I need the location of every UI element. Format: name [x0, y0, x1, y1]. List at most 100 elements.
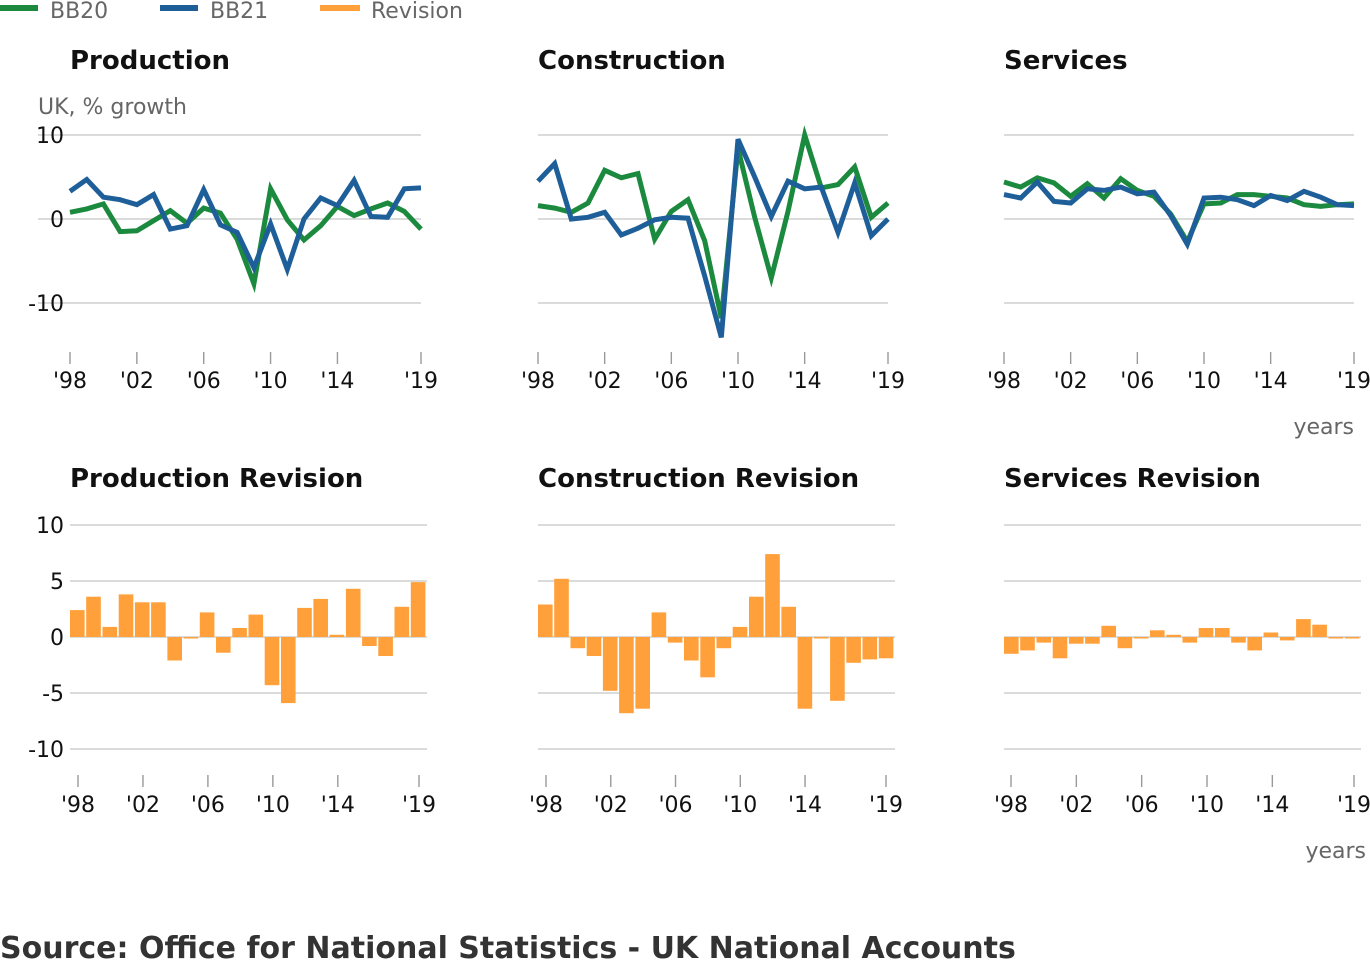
x-tick-label: '06 — [654, 369, 688, 394]
x-tick-label: '98 — [994, 793, 1028, 818]
series-line-bb21 — [1003, 178, 1355, 251]
bar — [1133, 637, 1149, 639]
x-tick-label: '14 — [1254, 369, 1288, 394]
bar — [1312, 624, 1327, 637]
bar — [797, 637, 813, 709]
bar — [1215, 628, 1230, 637]
bar — [1036, 637, 1052, 643]
x-tick-label: '98 — [529, 793, 563, 818]
bar — [1198, 628, 1214, 637]
bar — [684, 637, 699, 661]
bar — [1279, 637, 1295, 641]
bar — [1004, 637, 1019, 654]
y-tick-label: 10 — [36, 514, 64, 539]
y-tick-label: -5 — [42, 682, 64, 707]
series-line-bb21 — [68, 175, 422, 277]
x-tick-label: '06 — [659, 793, 693, 818]
y-tick-label: 0 — [50, 208, 64, 233]
bar — [232, 628, 247, 637]
bar — [1263, 632, 1279, 637]
bar — [667, 637, 683, 643]
bar — [118, 594, 134, 637]
x-tick-label: '02 — [120, 369, 154, 394]
x-tick-label: '06 — [1120, 369, 1154, 394]
x-axis-unit-label-bottom: years — [1305, 839, 1366, 864]
bar — [749, 596, 764, 637]
x-tick-label: '06 — [187, 369, 221, 394]
x-tick-label: '98 — [521, 369, 555, 394]
x-tick-label: '14 — [320, 369, 354, 394]
x-tick-label: '14 — [321, 793, 355, 818]
bar — [554, 578, 569, 637]
x-tick-label: '98 — [53, 369, 87, 394]
bar — [538, 604, 553, 637]
bar — [846, 637, 861, 663]
x-tick-label: '19 — [404, 369, 438, 394]
bar — [248, 614, 264, 637]
bar — [1101, 625, 1116, 637]
bar — [1296, 619, 1311, 637]
legend-label-revision: Revision — [371, 0, 463, 24]
bar — [602, 637, 618, 691]
bar — [732, 626, 748, 637]
x-tick-label: '02 — [1054, 369, 1088, 394]
bar — [635, 637, 650, 709]
bar — [781, 606, 796, 637]
panel-0: Production 10 0 -10 '98 '02 '06 '10 '14 '19 — [28, 46, 438, 394]
x-tick-label: '02 — [594, 793, 628, 818]
bar — [716, 637, 732, 649]
bar — [1231, 637, 1246, 643]
bar — [216, 637, 231, 653]
bar — [570, 637, 586, 649]
bar — [700, 637, 715, 678]
chart-panels: Production100-10'98'02'06'10'14'19Constr… — [28, 46, 1370, 818]
panel-4: Construction Revision '98 '02 '06 '10 '14 '19 — [529, 464, 903, 818]
x-tick-label: '19 — [871, 369, 905, 394]
x-tick-label: '02 — [588, 369, 622, 394]
bar — [378, 637, 393, 656]
bar — [1052, 637, 1068, 659]
bar — [1182, 637, 1198, 643]
x-tick-label: '14 — [788, 369, 822, 394]
panel-2: Services '98 '02 '06 '10 '14 '19 — [987, 46, 1370, 394]
bar — [1150, 630, 1165, 637]
bar — [830, 637, 845, 701]
bar — [362, 637, 377, 646]
x-tick-label: '10 — [256, 793, 290, 818]
x-tick-label: '98 — [61, 793, 95, 818]
panel-title: Services Revision — [1004, 464, 1261, 494]
bar — [878, 637, 894, 659]
bar — [70, 610, 85, 637]
series-line-bb20 — [537, 125, 890, 319]
x-tick-label: '14 — [788, 793, 822, 818]
y-tick-label: -10 — [28, 292, 64, 317]
bar — [1328, 637, 1344, 639]
x-tick-label: '02 — [1059, 793, 1093, 818]
bar — [651, 612, 667, 637]
bar — [313, 598, 328, 637]
bar — [1247, 637, 1262, 651]
x-tick-label: '19 — [1337, 369, 1370, 394]
bar — [329, 634, 345, 637]
bar — [1020, 637, 1035, 651]
bar — [281, 637, 296, 704]
legend-label-bb20: BB20 — [50, 0, 108, 24]
x-tick-label: '02 — [126, 793, 160, 818]
bar — [1068, 637, 1084, 644]
panel-title: Services — [1004, 46, 1128, 76]
x-tick-label: '10 — [721, 369, 755, 394]
bar — [1117, 637, 1133, 649]
bar — [1166, 634, 1181, 637]
legend-label-bb21: BB21 — [210, 0, 268, 24]
x-tick-label: '10 — [1190, 793, 1224, 818]
bar — [183, 637, 199, 639]
panel-1: Construction '98 '02 '06 '10 '14 '19 — [521, 46, 905, 394]
bar — [134, 602, 150, 637]
x-tick-label: '98 — [987, 369, 1021, 394]
x-tick-label: '19 — [869, 793, 903, 818]
x-tick-label: '19 — [402, 793, 436, 818]
x-tick-label: '06 — [1125, 793, 1159, 818]
panel-title: Construction — [538, 46, 726, 76]
panel-title: Production Revision — [70, 464, 363, 494]
